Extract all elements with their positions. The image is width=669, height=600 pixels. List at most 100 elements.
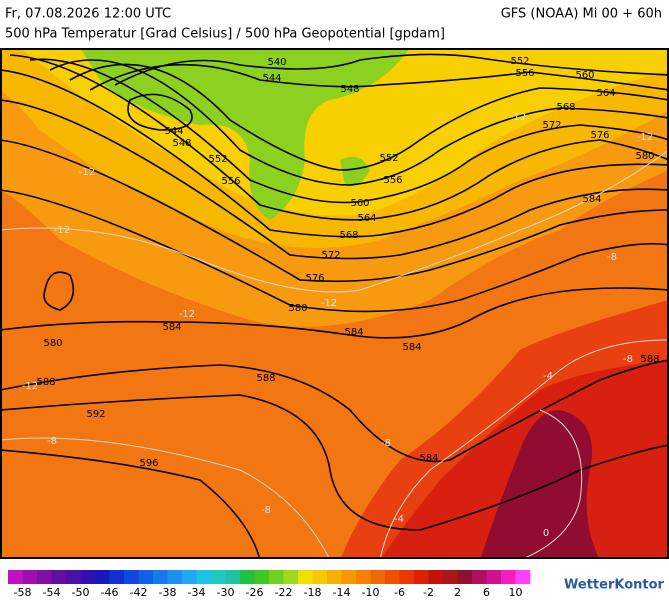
colorbar-label: -30 xyxy=(217,586,235,599)
contour-label: 552 xyxy=(379,153,398,164)
contour-label: 560 xyxy=(350,198,369,209)
colorbar-swatch xyxy=(22,570,38,584)
isotherm-label: -12 xyxy=(637,132,653,143)
contour-label: 556 xyxy=(221,176,240,187)
colorbar-swatch xyxy=(80,570,96,584)
contour-label: 548 xyxy=(172,138,191,149)
isotherm-lines xyxy=(1,150,668,558)
isotherm-label: -8 xyxy=(261,505,271,516)
colorbar-swatch xyxy=(182,570,197,584)
contour-label: 564 xyxy=(357,213,376,224)
isotherm-label: -12 xyxy=(179,309,195,320)
isotherm-label: -12 xyxy=(510,112,526,123)
colorbar-swatch xyxy=(385,570,400,584)
colorbar-swatch xyxy=(109,570,125,584)
colorbar-swatch xyxy=(51,570,67,584)
contour-label: 588 xyxy=(36,377,55,388)
isotherm-label: -8 xyxy=(47,436,57,447)
colorbar-label: -2 xyxy=(423,586,434,599)
colorbar-swatch xyxy=(138,570,154,584)
contour-label: 584 xyxy=(419,453,438,464)
contour-label: 588 xyxy=(256,373,275,384)
colorbar-label: -54 xyxy=(43,586,61,599)
colorbar-label: 10 xyxy=(509,586,523,599)
contour-label: 552 xyxy=(510,56,529,67)
colorbar-label: -58 xyxy=(14,586,32,599)
colorbar-swatch xyxy=(225,570,241,584)
brand: WetterKontor xyxy=(564,578,665,593)
colorbar-swatch xyxy=(254,570,270,584)
colorbar-swatch xyxy=(457,570,473,584)
colorbar-label: -14 xyxy=(333,586,351,599)
colorbar-swatch xyxy=(196,570,212,584)
isotherm-label: -12 xyxy=(54,225,70,236)
contour-label: 584 xyxy=(344,327,363,338)
contour-label: 556 xyxy=(383,175,402,186)
contour-label: 580 xyxy=(43,338,62,349)
isotherm-labels: -12 -12 -12 -12 -12 -12 -12 -8 -8 -8 -8 -8 -4 -4 0 xyxy=(22,112,653,539)
colorbar-label: 2 xyxy=(454,586,461,599)
isotherm-label: 0 xyxy=(543,528,549,539)
isotherm-label: -12 xyxy=(321,298,337,309)
isotherm-label: -8 xyxy=(607,252,617,263)
colorbar-swatch xyxy=(327,570,342,584)
colorbar-swatch xyxy=(167,570,183,584)
colorbar-swatch xyxy=(414,570,429,584)
contour-label: 572 xyxy=(542,120,561,131)
colorbar-label: -42 xyxy=(130,586,148,599)
isotherm-label: -12 xyxy=(79,167,95,178)
colorbar-swatch xyxy=(312,570,328,584)
green-small xyxy=(340,156,370,186)
colorbar-label: -18 xyxy=(304,586,322,599)
colorbar-swatch xyxy=(428,570,444,584)
colorbar-swatch xyxy=(356,570,371,584)
green xyxy=(80,49,410,220)
contour-label: 544 xyxy=(164,126,183,137)
isotherm-label: -12 xyxy=(22,381,38,392)
colorbar-swatch xyxy=(66,570,81,584)
colorbar-swatch xyxy=(399,570,415,584)
colorbar-swatch xyxy=(269,570,284,584)
colorbar-swatch xyxy=(211,570,226,584)
colorbar-label: -22 xyxy=(275,586,293,599)
colorbar-label: 6 xyxy=(483,586,490,599)
colorbar-swatch xyxy=(153,570,168,584)
colorbar-swatch xyxy=(283,570,299,584)
colorbar-swatch xyxy=(443,570,458,584)
contour-label: 596 xyxy=(139,458,158,469)
contour-label: 576 xyxy=(590,130,609,141)
colorbar-swatch xyxy=(95,570,110,584)
subtitle: 500 hPa Temperatur [Grad Celsius] / 500 … xyxy=(5,27,445,42)
colorbar-swatch xyxy=(472,570,487,584)
contour-label: 544 xyxy=(262,73,281,84)
map: 5405445485445485525565525565605645685725… xyxy=(0,48,669,559)
colorbar-swatch xyxy=(124,570,139,584)
colorbar-label: -46 xyxy=(101,586,119,599)
colorbar-swatch xyxy=(37,570,52,584)
colorbar-label: -34 xyxy=(188,586,206,599)
colorbar: -58 -54 -50 -46 -42 -38 -34 -30 -26 -22 -18 -14 -10-… xyxy=(8,570,531,599)
contour-label: 556 xyxy=(515,68,534,79)
colorbar-swatch xyxy=(486,570,502,584)
contour-label: 560 xyxy=(575,70,594,81)
model: GFS (NOAA) Mi 00 + 60h xyxy=(501,7,662,22)
contour-label: 540 xyxy=(267,57,286,68)
colorbar-swatch xyxy=(341,570,357,584)
contour-label: 564 xyxy=(596,88,615,99)
contour-label: 572 xyxy=(321,250,340,261)
map-frame xyxy=(0,48,669,559)
isotherm-label: -8 xyxy=(381,438,391,449)
isotherm-label: -8 xyxy=(623,354,633,365)
contour-label: 588 xyxy=(640,354,659,365)
contour-label: 580 xyxy=(635,151,654,162)
colorbar-swatch xyxy=(240,570,255,584)
colorbar-swatch xyxy=(298,570,313,584)
dark-red xyxy=(480,410,600,558)
contour-label: 580 xyxy=(288,303,307,314)
contour-labels: 5405445485445485525565525565605645685725… xyxy=(36,56,659,469)
contour-label: 548 xyxy=(340,84,359,95)
colorbar-swatch xyxy=(370,570,386,584)
contour-label: 592 xyxy=(86,409,105,420)
colorbar-swatch xyxy=(8,570,23,584)
